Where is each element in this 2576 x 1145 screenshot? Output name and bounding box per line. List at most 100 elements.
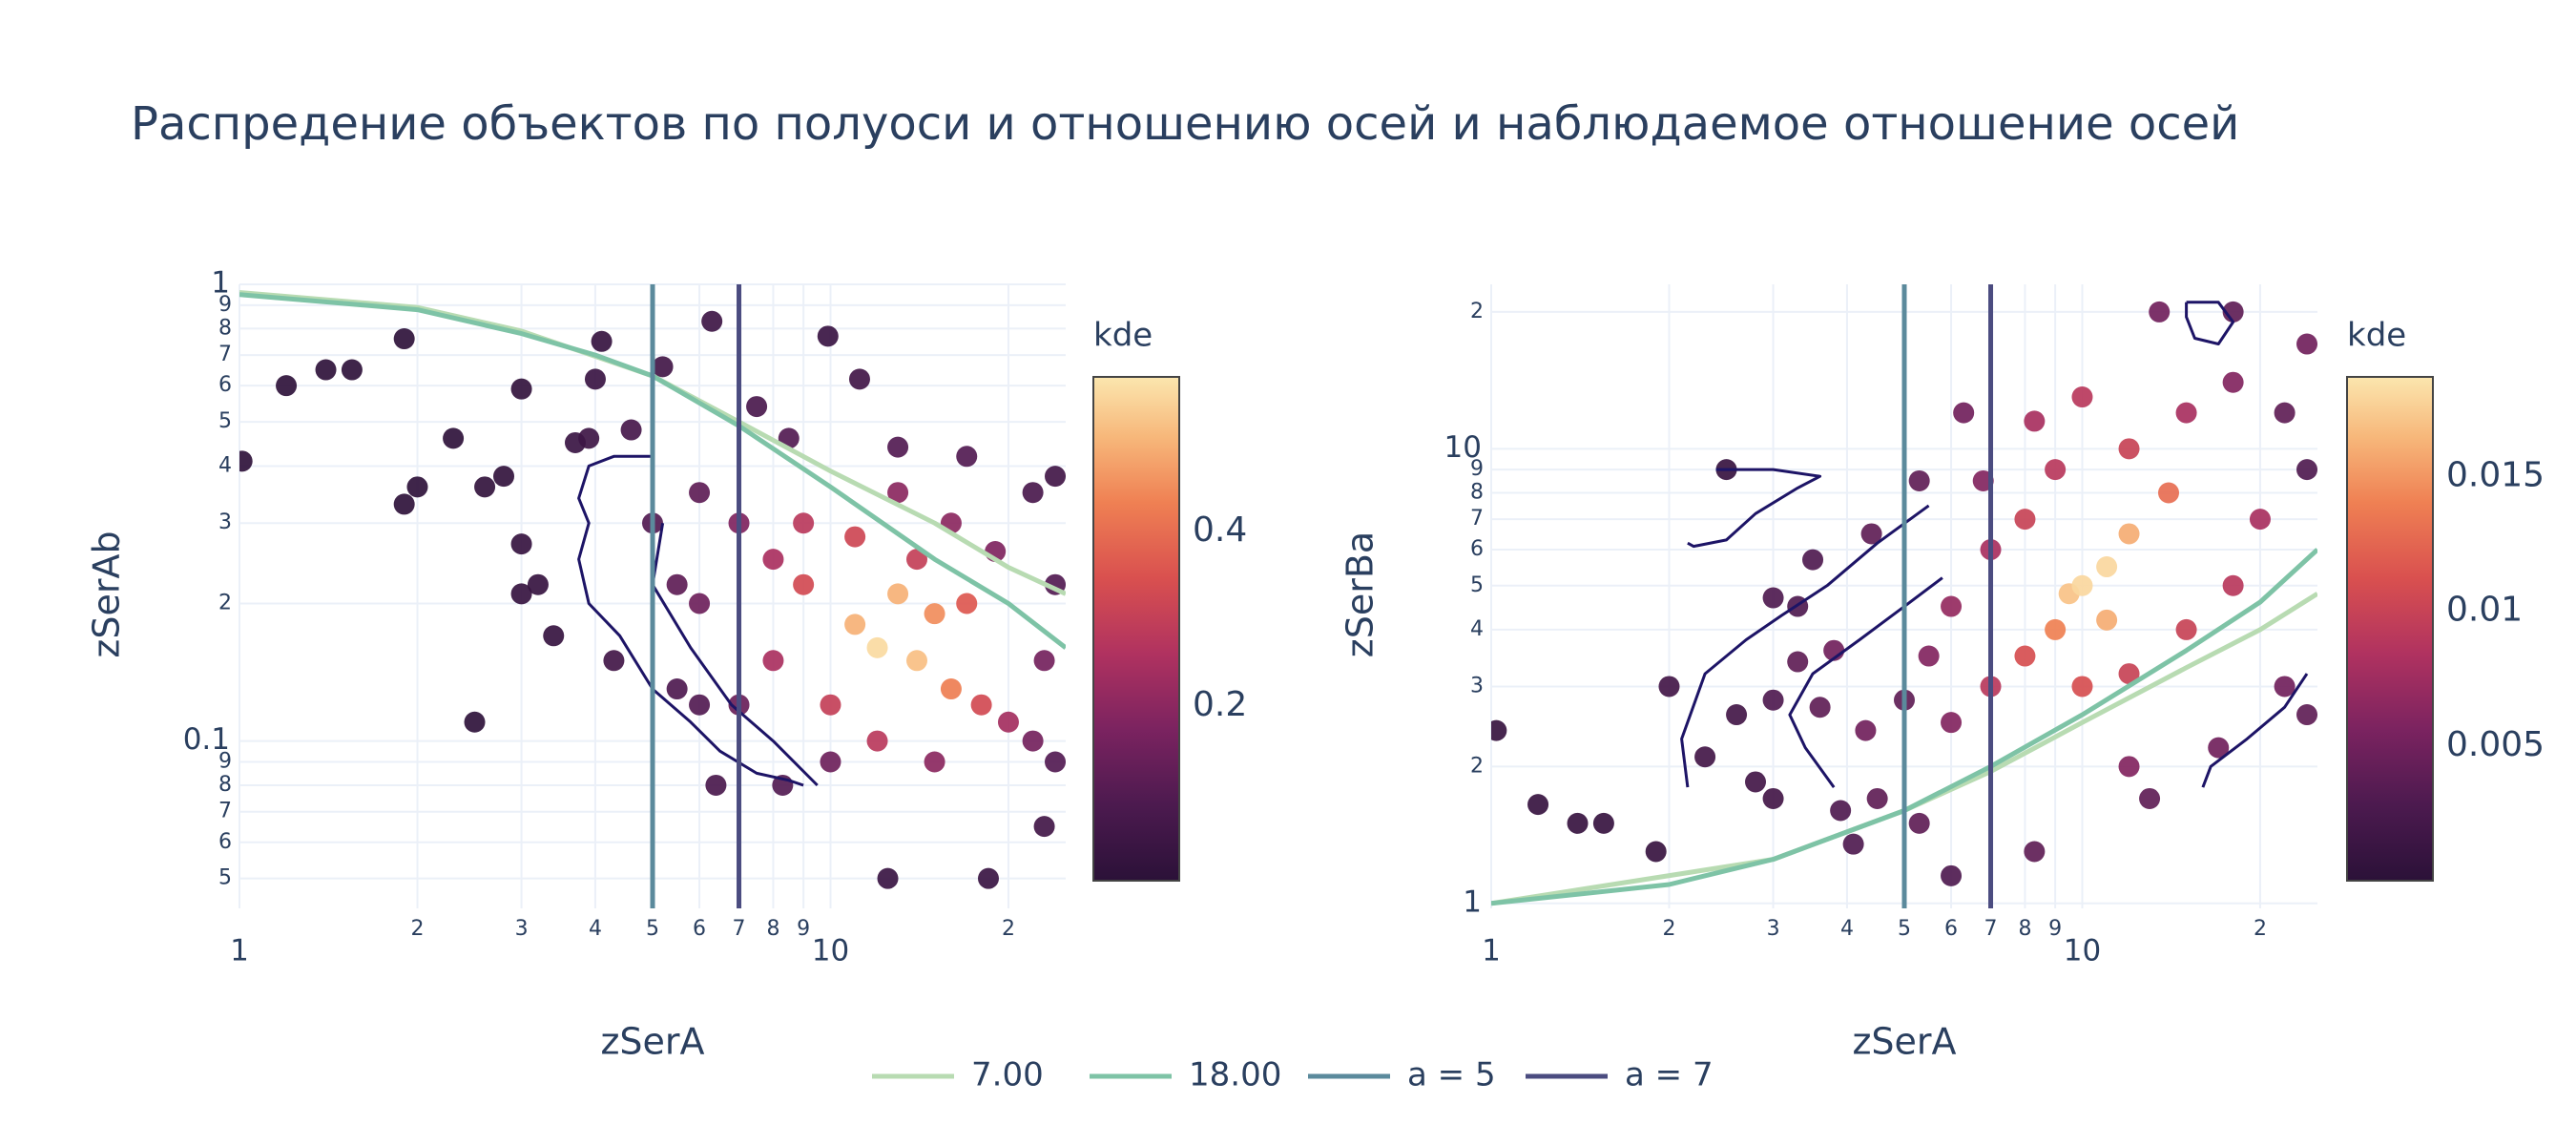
scatter-point — [793, 573, 815, 595]
scatter-point — [762, 549, 784, 571]
scatter-point — [1918, 645, 1940, 667]
scatter-point — [844, 526, 866, 548]
scatter-point — [1802, 549, 1824, 571]
x-tick-label: 10 — [812, 934, 849, 968]
scatter-point — [591, 330, 613, 352]
y-tick-label: 8 — [218, 773, 232, 797]
scatter-point — [866, 636, 888, 658]
scatter-point — [1694, 746, 1716, 768]
legend-label: 18.00 — [1189, 1056, 1281, 1094]
x-tick-label: 7 — [1984, 917, 1998, 941]
scatter-point — [1953, 402, 1975, 424]
kde-contour — [2201, 673, 2309, 788]
y-tick-label: 5 — [218, 409, 232, 433]
kde-contour — [2185, 301, 2235, 345]
scatter-point — [393, 493, 415, 515]
scatter-point — [1941, 595, 1963, 617]
scatter-point — [1745, 771, 1767, 793]
scatter-point — [1658, 676, 1680, 697]
scatter-point — [341, 359, 363, 381]
scatter-point — [315, 359, 337, 381]
x-tick-label: 10 — [2064, 934, 2101, 968]
x-tick-label: 9 — [2048, 917, 2062, 941]
x-tick-label: 6 — [1944, 917, 1958, 941]
y-tick-label: 3 — [1470, 674, 1484, 697]
scatter-point — [2045, 459, 2067, 481]
y-tick-label: 9 — [218, 293, 232, 317]
y-tick-label: 4 — [1470, 617, 1484, 641]
x-tick-label: 5 — [646, 917, 659, 941]
scatter-point — [1022, 730, 1044, 752]
y-tick-label: 4 — [218, 453, 232, 477]
y-tick-label: 9 — [218, 749, 232, 773]
y-tick-label: 3 — [218, 510, 232, 534]
scatter-point — [1941, 864, 1963, 886]
scatter-point — [820, 751, 841, 773]
scatter-point — [887, 583, 909, 605]
scatter-point — [940, 678, 962, 700]
y-tick-label: 8 — [1470, 481, 1484, 505]
x-axis-label: zSerA — [600, 1021, 704, 1063]
y-tick-label: 2 — [1470, 754, 1484, 778]
scatter-point — [701, 310, 723, 332]
legend-label: a = 5 — [1407, 1056, 1496, 1094]
scatter-point — [527, 573, 549, 595]
scatter-point — [1809, 697, 1831, 718]
y-tick-label: 5 — [1470, 573, 1484, 597]
colorbar-title: kde — [1093, 317, 1153, 355]
legend-label: a = 7 — [1625, 1056, 1714, 1094]
scatter-point — [877, 867, 899, 889]
scatter-point — [1033, 816, 1055, 838]
y-tick-label: 8 — [218, 316, 232, 340]
scatter-point — [746, 396, 768, 418]
scatter-point — [406, 476, 428, 498]
scatter-point — [1033, 650, 1055, 672]
colorbar-tick-label: 0.005 — [2446, 725, 2545, 764]
scatter-point — [977, 867, 999, 889]
scatter-point — [2158, 482, 2180, 504]
scatter-point — [543, 625, 565, 647]
x-tick-label: 8 — [2018, 917, 2031, 941]
scatter-point — [793, 512, 815, 534]
y-tick-label: 1 — [1463, 885, 1482, 919]
x-tick-label: 2 — [1662, 917, 1675, 941]
y-tick-label: 9 — [1470, 457, 1484, 481]
x-tick-label: 8 — [766, 917, 779, 941]
scatter-point — [924, 751, 945, 773]
scatter-point — [2024, 410, 2046, 432]
scatter-point — [820, 694, 841, 716]
y-tick-label: 2 — [218, 592, 232, 615]
scatter-point — [393, 328, 415, 350]
scatter-point — [2149, 301, 2171, 323]
scatter-point — [1491, 719, 1507, 741]
y-axis-label: zSerBa — [1340, 531, 1381, 657]
scatter-point — [1866, 787, 1888, 809]
scatter-point — [1726, 704, 1748, 726]
colorbar-title: kde — [2347, 317, 2406, 355]
scatter-point — [866, 730, 888, 752]
scatter-point — [2296, 704, 2317, 726]
scatter-point — [2014, 509, 2036, 531]
scatter-point — [906, 650, 928, 672]
x-tick-label: 1 — [230, 934, 249, 968]
y-tick-label: 1 — [211, 266, 230, 301]
x-tick-label: 7 — [733, 917, 746, 941]
x-tick-label: 4 — [589, 917, 602, 941]
scatter-point — [924, 603, 945, 625]
colorbar-tick-label: 0.4 — [1193, 510, 1247, 550]
y-tick-label: 7 — [218, 800, 232, 823]
figure-title: Распредение объектов по полуоси и отноше… — [131, 97, 2239, 151]
scatter-point — [970, 694, 992, 716]
scatter-point — [276, 375, 298, 397]
y-tick-label: 6 — [1470, 537, 1484, 561]
scatter-point — [2274, 402, 2296, 424]
y-tick-label: 5 — [218, 866, 232, 890]
colorbar — [2346, 376, 2434, 882]
scatter-point — [689, 482, 711, 504]
scatter-point — [1908, 469, 1930, 491]
scatter-point — [443, 427, 465, 449]
scatter-point — [652, 356, 674, 378]
scatter-point — [510, 378, 532, 400]
scatter-point — [1762, 587, 1784, 609]
